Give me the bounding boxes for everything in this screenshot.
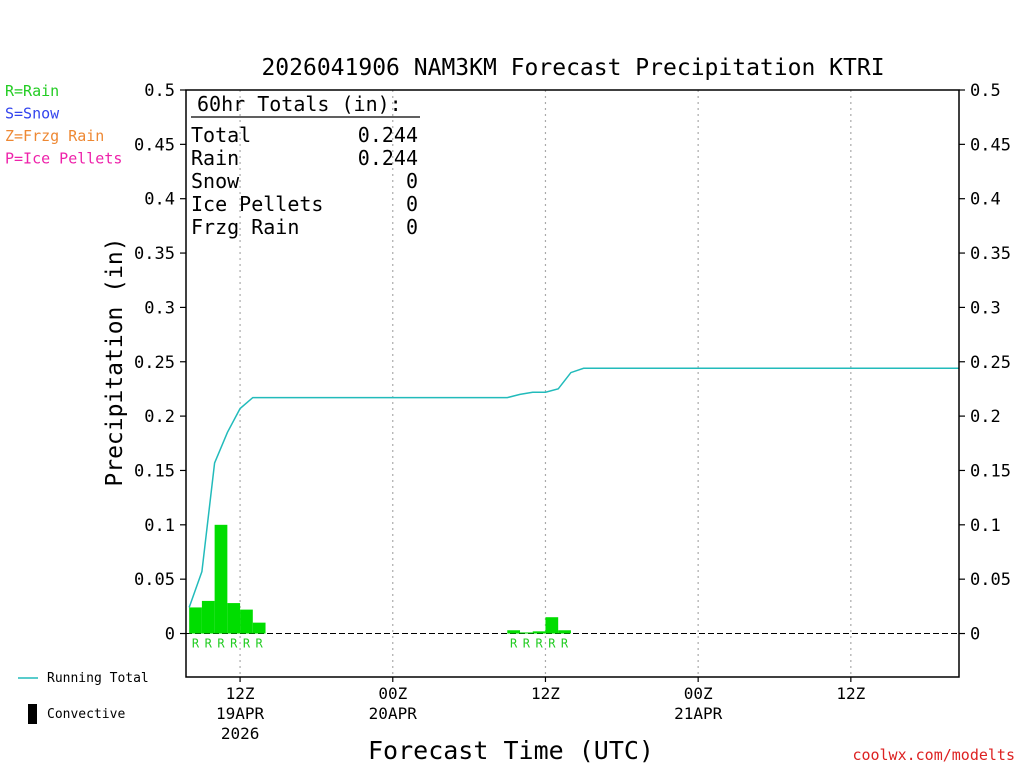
bar-type-label: R: [561, 637, 569, 651]
x-tick-year: 2026: [221, 724, 260, 743]
y-tick-label-right: 0.2: [970, 407, 1001, 427]
y-tick-label-left: 0.3: [144, 298, 175, 318]
x-tick-date: 20APR: [369, 704, 418, 723]
precip-type-legend-item: R=Rain: [5, 82, 59, 100]
y-tick-label-left: 0.4: [144, 190, 175, 210]
y-tick-label-right: 0.3: [970, 298, 1001, 318]
y-axis-label: Precipitation (in): [102, 237, 128, 486]
x-tick-label: 00Z: [684, 684, 713, 703]
precip-bar: [189, 607, 202, 634]
chart-title: 2026041906 NAM3KM Forecast Precipitation…: [261, 55, 884, 81]
totals-value: 0.244: [358, 146, 418, 170]
y-tick-label-left: 0.2: [144, 407, 175, 427]
x-tick-label: 12Z: [836, 684, 865, 703]
totals-value: 0.244: [358, 123, 418, 147]
bar-type-label: R: [510, 637, 518, 651]
precip-type-legend-item: Z=Frzg Rain: [5, 127, 104, 145]
y-tick-label-left: 0.05: [134, 570, 175, 590]
plot-frame: [185, 89, 960, 678]
totals-box: 60hr Totals (in): Total 0.244 Rain 0.244 Snow…: [191, 92, 420, 239]
totals-value: 0: [406, 192, 418, 216]
y-tick-label-left: 0.1: [144, 516, 175, 536]
bar-type-label: R: [243, 637, 251, 651]
x-tick-label: 00Z: [378, 684, 407, 703]
totals-value: 0: [406, 169, 418, 193]
y-tick-label-left: 0.35: [134, 244, 175, 264]
running-total-layer: [188, 367, 959, 608]
line-legend: Running Total Convective: [18, 671, 149, 724]
precip-bar: [240, 609, 253, 634]
plot-border: [185, 89, 960, 678]
legend-swatch-bar: [28, 704, 37, 724]
x-tick-label: 12Z: [226, 684, 255, 703]
precip-bar: [507, 630, 521, 634]
totals-label: Snow: [191, 169, 240, 193]
y-tick-label-right: 0.35: [970, 244, 1011, 264]
y-tick-labels: 0 00.05 0.050.1 0.10.15 0.150.2 0.20.25 0.250.…: [134, 81, 1011, 645]
totals-label: Total: [191, 123, 251, 147]
precip-bar: [558, 630, 571, 634]
totals-value: 0: [406, 215, 418, 239]
y-tick-label-left: 0.15: [134, 461, 175, 481]
bar-type-label: R: [256, 637, 264, 651]
x-axis-label: Forecast Time (UTC): [368, 736, 654, 765]
totals-label: Frzg Rain: [191, 215, 299, 239]
y-tick-label-right: 0.05: [970, 570, 1011, 590]
x-tick-date: 19APR: [216, 704, 265, 723]
x-tick-label: 12Z: [531, 684, 560, 703]
y-tick-label-right: 0: [970, 625, 980, 645]
precip-bar: [545, 617, 559, 634]
bar-type-label: R: [535, 637, 543, 651]
precip-bar: [532, 631, 546, 634]
y-tick-label-right: 0.45: [970, 135, 1011, 155]
bar-type-label: R: [192, 637, 200, 651]
bar-type-label: R: [548, 637, 556, 651]
totals-label: Rain: [191, 146, 239, 170]
precip-bar: [201, 600, 215, 634]
line-legend-label: Convective: [47, 707, 125, 722]
precip-type-legend-item: P=Ice Pellets: [5, 150, 122, 168]
totals-label: Ice Pellets: [191, 192, 323, 216]
y-tick-label-left: 0.45: [134, 135, 175, 155]
y-tick-label-left: 0.5: [144, 81, 175, 101]
y-tick-label-left: 0.25: [134, 353, 175, 373]
precip-bar: [252, 622, 266, 634]
credit-text: coolwx.com/modelts: [852, 746, 1015, 764]
x-tick-date: 21APR: [674, 704, 723, 723]
vertical-grid: [239, 90, 852, 677]
y-tick-label-left: 0: [165, 625, 175, 645]
precip-bar: [520, 632, 533, 634]
y-tick-label-right: 0.5: [970, 81, 1001, 101]
line-legend-label: Running Total: [47, 671, 149, 686]
y-tick-label-right: 0.4: [970, 190, 1001, 210]
totals-heading: 60hr Totals (in):: [197, 92, 402, 116]
bar-type-label: R: [217, 637, 225, 651]
y-tick-label-right: 0.25: [970, 353, 1011, 373]
precip-type-legend: R=Rain S=Snow Z=Frzg Rain P=Ice Pellets: [5, 82, 122, 168]
bar-type-label: R: [230, 637, 238, 651]
bar-type-label: R: [205, 637, 213, 651]
precip-bar: [214, 524, 228, 634]
y-tick-label-right: 0.1: [970, 516, 1001, 536]
y-tick-label-right: 0.15: [970, 461, 1011, 481]
running-total-line: [188, 367, 959, 608]
precip-bar: [227, 603, 241, 634]
precip-type-legend-item: S=Snow: [5, 105, 60, 123]
bar-type-label: R: [523, 637, 531, 651]
